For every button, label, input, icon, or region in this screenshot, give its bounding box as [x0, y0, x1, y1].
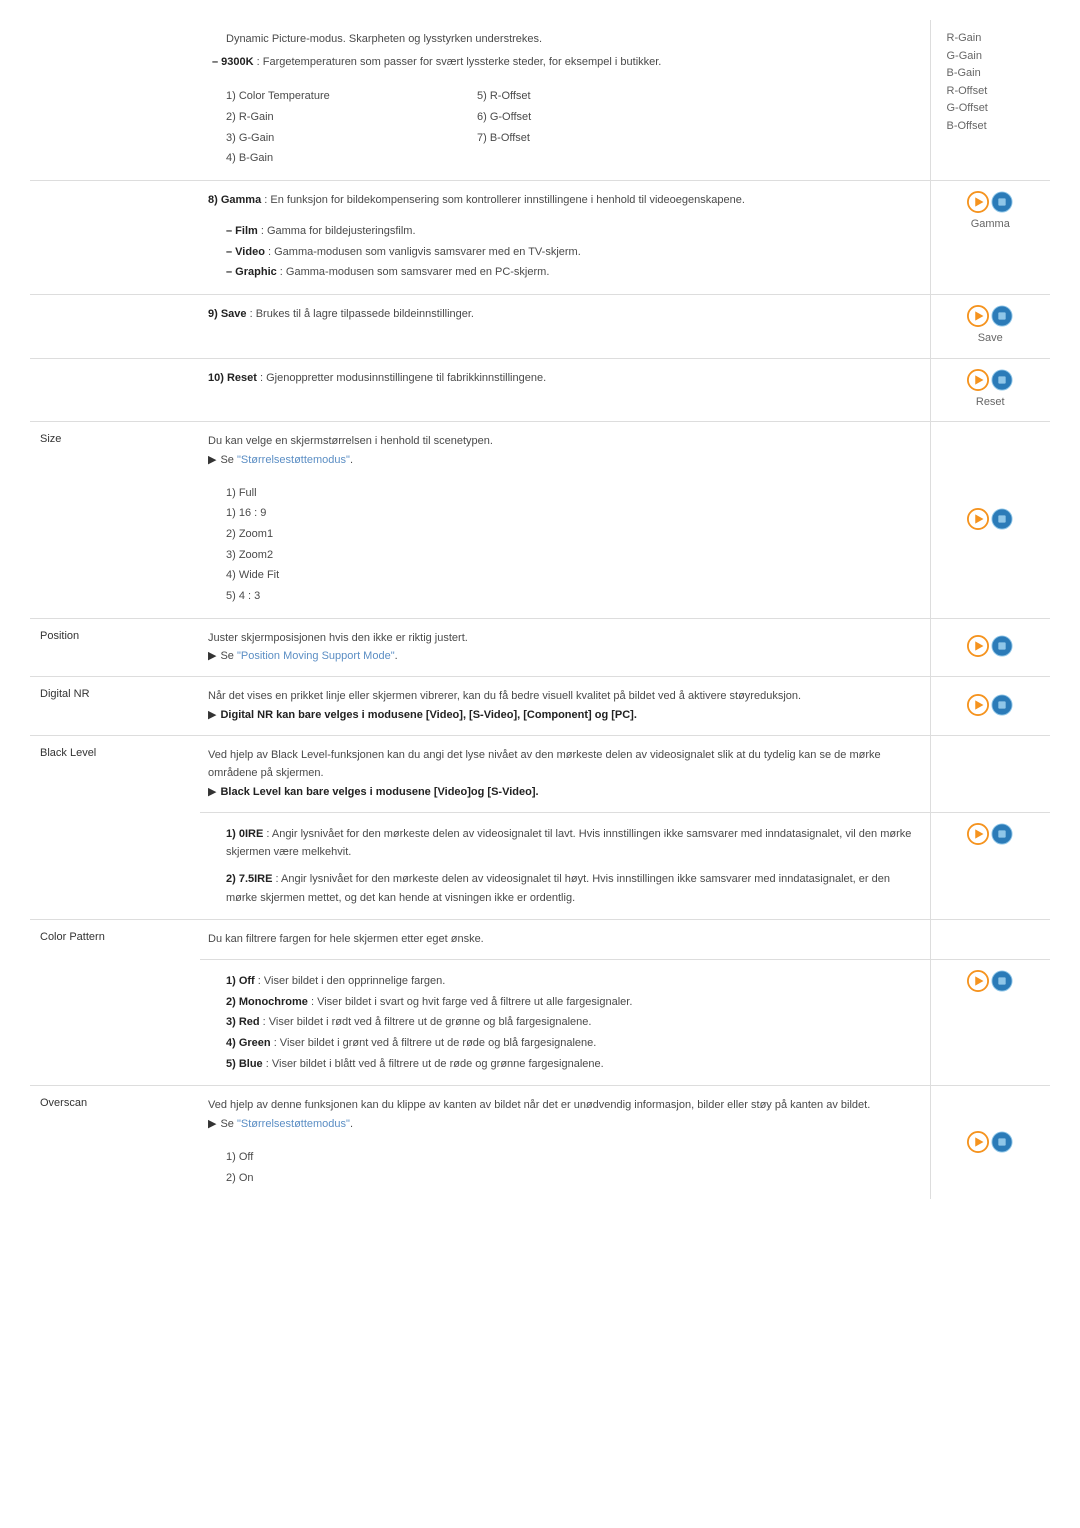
enter-icon[interactable]	[991, 823, 1013, 845]
triangle-icon: ▶	[208, 650, 216, 662]
colorpattern-desc: Du kan filtrere fargen for hele skjermen…	[208, 930, 922, 949]
bl-0ire-lbl: 1) 0IRE	[226, 828, 263, 840]
enter-icon[interactable]	[991, 970, 1013, 992]
size-item: 5) 4 : 3	[226, 587, 922, 606]
size-item: 3) Zoom2	[226, 546, 922, 565]
k9300-label: – 9300K	[212, 56, 254, 68]
reset-title: 10) Reset	[208, 372, 257, 384]
gamma-film-lbl: – Film	[226, 225, 258, 237]
gamma-video-lbl: – Video	[226, 246, 265, 258]
triangle-icon: ▶	[208, 454, 216, 466]
reset-desc: : Gjenoppretter modusinnstillingene til …	[257, 372, 546, 384]
overscan-item: 1) Off	[226, 1148, 922, 1167]
play-icon[interactable]	[967, 369, 989, 391]
triangle-icon: ▶	[208, 786, 216, 798]
enter-icon[interactable]	[991, 635, 1013, 657]
enter-icon[interactable]	[991, 508, 1013, 530]
blacklevel-note: Black Level kan bare velges i modusene […	[220, 786, 538, 798]
settings-table: Dynamic Picture-modus. Skarpheten og lys…	[30, 20, 1050, 1199]
size-item: 1) Full	[226, 484, 922, 503]
position-desc: Juster skjermposisjonen hvis den ikke er…	[208, 629, 922, 648]
cp-red-lbl: 3) Red	[226, 1016, 260, 1028]
colorpattern-label: Color Pattern	[30, 920, 200, 1086]
play-icon[interactable]	[967, 508, 989, 530]
cp-mono-lbl: 2) Monochrome	[226, 996, 308, 1008]
k9300-text: : Fargetemperaturen som passer for svært…	[254, 56, 662, 68]
blacklevel-label: Black Level	[30, 735, 200, 920]
overscan-link[interactable]: "Størrelsestøttemodus"	[237, 1118, 350, 1130]
size-item: 1) 16 : 9	[226, 504, 922, 523]
save-desc: : Brukes til å lagre tilpassede bildeinn…	[247, 308, 474, 320]
overscan-desc: Ved hjelp av denne funksjonen kan du kli…	[208, 1096, 922, 1115]
play-icon[interactable]	[967, 191, 989, 213]
bl-75ire-lbl: 2) 7.5IRE	[226, 873, 272, 885]
col-left: 1) Color Temperature 2) R-Gain 3) G-Gain…	[226, 85, 477, 170]
save-title: 9) Save	[208, 308, 247, 320]
enter-icon[interactable]	[991, 694, 1013, 716]
gamma-graphic-lbl: – Graphic	[226, 266, 277, 278]
play-icon[interactable]	[967, 635, 989, 657]
size-item: 4) Wide Fit	[226, 566, 922, 585]
digitalnr-desc: Når det vises en prikket linje eller skj…	[208, 687, 922, 706]
triangle-icon: ▶	[208, 709, 216, 721]
size-label: Size	[30, 422, 200, 619]
dynamic-picture-line: Dynamic Picture-modus. Skarpheten og lys…	[208, 30, 922, 49]
reset-right-label: Reset	[939, 393, 1043, 412]
enter-icon[interactable]	[991, 1131, 1013, 1153]
position-label: Position	[30, 618, 200, 676]
triangle-icon: ▶	[208, 1118, 216, 1130]
play-icon[interactable]	[967, 305, 989, 327]
play-icon[interactable]	[967, 970, 989, 992]
cp-blue-lbl: 5) Blue	[226, 1058, 263, 1070]
cp-green-lbl: 4) Green	[226, 1037, 271, 1049]
play-icon[interactable]	[967, 823, 989, 845]
digitalnr-label: Digital NR	[30, 677, 200, 735]
gamma-right-label: Gamma	[939, 215, 1043, 234]
enter-icon[interactable]	[991, 369, 1013, 391]
size-desc: Du kan velge en skjermstørrelsen i henho…	[208, 432, 922, 451]
gamma-title: 8) Gamma	[208, 194, 261, 206]
size-link[interactable]: "Størrelsestøttemodus"	[237, 454, 350, 466]
overscan-label: Overscan	[30, 1086, 200, 1199]
blacklevel-desc: Ved hjelp av Black Level-funksjonen kan …	[208, 746, 922, 783]
col-right: 5) R-Offset 6) G-Offset 7) B-Offset	[477, 85, 728, 170]
enter-icon[interactable]	[991, 305, 1013, 327]
size-item: 2) Zoom1	[226, 525, 922, 544]
play-icon[interactable]	[967, 1131, 989, 1153]
gain-offset-list: R-Gain G-Gain B-Gain R-Offset G-Offset B…	[939, 30, 1043, 136]
play-icon[interactable]	[967, 694, 989, 716]
gamma-desc: : En funksjon for bildekompensering som …	[261, 194, 745, 206]
position-link[interactable]: "Position Moving Support Mode"	[237, 650, 395, 662]
cp-off-lbl: 1) Off	[226, 975, 255, 987]
enter-icon[interactable]	[991, 191, 1013, 213]
save-right-label: Save	[939, 329, 1043, 348]
digitalnr-note: Digital NR kan bare velges i modusene [V…	[220, 709, 636, 721]
overscan-item: 2) On	[226, 1169, 922, 1188]
